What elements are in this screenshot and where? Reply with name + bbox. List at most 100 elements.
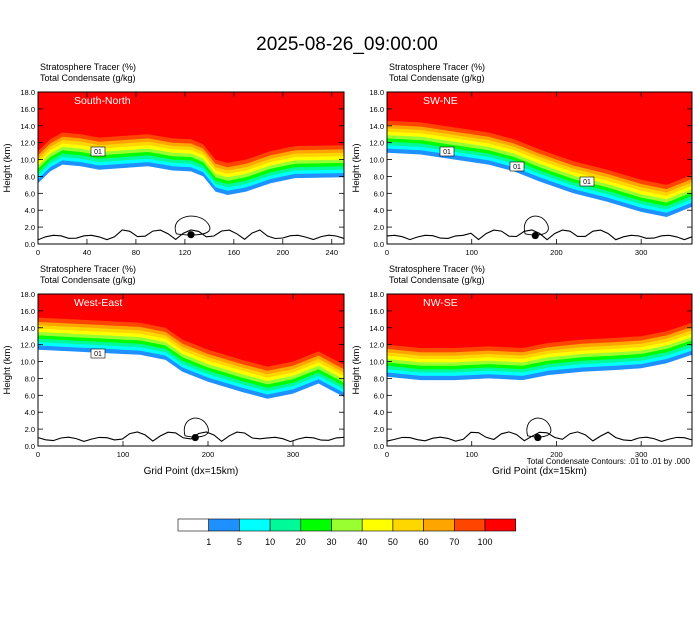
y-tick-label: 14.0 xyxy=(20,324,35,333)
x-tick-label: 240 xyxy=(326,248,339,257)
y-tick-label: 14.0 xyxy=(369,122,384,131)
x-tick-label: 300 xyxy=(287,450,300,459)
y-tick-label: 12.0 xyxy=(369,139,384,148)
contour-label: 01 xyxy=(94,149,102,156)
colorbar-swatch xyxy=(361,518,394,532)
cross-section-panel: West-East Stratosphere Tracer (%)Total Co… xyxy=(2,264,345,477)
y-tick-label: 18.0 xyxy=(369,290,384,299)
location-marker xyxy=(531,231,539,240)
colorbar-label: 60 xyxy=(419,537,429,547)
y-tick-label: 14.0 xyxy=(369,324,384,333)
x-tick-label: 100 xyxy=(117,450,130,459)
y-tick-label: 12.0 xyxy=(369,341,384,350)
x-tick-label: 80 xyxy=(132,248,140,257)
colorbar-swatch xyxy=(208,518,240,532)
panel-header-line: Stratosphere Tracer (%) xyxy=(40,62,136,72)
y-tick-label: 16.0 xyxy=(369,105,384,114)
y-tick-label: 16.0 xyxy=(369,307,384,316)
y-tick-label: 8.0 xyxy=(374,374,384,383)
y-tick-label: 4.0 xyxy=(374,206,384,215)
y-tick-label: 18.0 xyxy=(369,88,384,97)
y-tick-label: 18.0 xyxy=(20,290,35,299)
contour-label: 01 xyxy=(583,179,591,186)
x-axis-label: Grid Point (dx=15km) xyxy=(144,466,239,477)
colorbar-label: 30 xyxy=(326,537,336,547)
tracer-field xyxy=(387,92,692,244)
y-tick-label: 10.0 xyxy=(369,358,384,367)
stratosphere-tracer-high xyxy=(387,294,692,348)
y-tick-label: 18.0 xyxy=(20,88,35,97)
colorbar-label: 5 xyxy=(237,537,242,547)
x-tick-label: 0 xyxy=(36,450,40,459)
panel-label: West-East xyxy=(74,297,122,309)
y-tick-label: 4.0 xyxy=(25,408,35,417)
colorbar-label: 100 xyxy=(477,537,492,547)
y-axis-label: Height (km) xyxy=(2,143,13,192)
x-tick-label: 200 xyxy=(550,450,563,459)
colorbar-label: 50 xyxy=(388,537,398,547)
y-tick-label: 0.0 xyxy=(25,240,35,249)
y-axis-label: Height (km) xyxy=(351,345,362,394)
terrain-contour xyxy=(387,431,692,442)
y-tick-label: 2.0 xyxy=(25,425,35,434)
y-tick-label: 2.0 xyxy=(374,425,384,434)
y-tick-label: 4.0 xyxy=(25,206,35,215)
colorbar-swatch xyxy=(300,518,332,532)
x-axis-label: Grid Point (dx=15km) xyxy=(492,466,587,477)
y-tick-label: 2.0 xyxy=(374,223,384,232)
y-tick-label: 6.0 xyxy=(25,189,35,198)
contour-label: 01 xyxy=(513,164,521,171)
colorbar-label: 20 xyxy=(296,537,306,547)
x-tick-label: 0 xyxy=(385,450,389,459)
y-tick-label: 8.0 xyxy=(25,172,35,181)
location-marker xyxy=(187,231,195,239)
tracer-field xyxy=(38,294,344,446)
contour-label-box xyxy=(90,348,106,359)
tracer-field xyxy=(387,294,692,446)
colorbar-swatch xyxy=(331,518,363,532)
plot-frame xyxy=(386,293,693,447)
panel-header-line: Stratosphere Tracer (%) xyxy=(389,264,485,274)
colorbar: 1 5 10 20 30 40 50 60 70 100 xyxy=(177,518,517,547)
y-tick-label: 0.0 xyxy=(374,442,384,451)
x-tick-label: 200 xyxy=(202,450,215,459)
x-tick-label: 40 xyxy=(83,248,91,257)
colorbar-swatch xyxy=(239,518,271,532)
x-tick-label: 200 xyxy=(550,248,563,257)
x-tick-label: 120 xyxy=(179,248,192,257)
y-tick-label: 16.0 xyxy=(20,105,35,114)
plot-frame xyxy=(37,91,345,245)
x-tick-label: 300 xyxy=(635,248,648,257)
location-marker xyxy=(191,433,199,442)
contour-label: 01 xyxy=(94,351,102,358)
y-tick-label: 10.0 xyxy=(20,358,35,367)
y-tick-label: 6.0 xyxy=(374,189,384,198)
y-tick-label: 10.0 xyxy=(369,156,384,165)
y-tick-label: 6.0 xyxy=(374,391,384,400)
plot-frame xyxy=(386,91,693,245)
x-tick-label: 0 xyxy=(36,248,40,257)
panel-label: SW-NE xyxy=(423,95,458,107)
panel-header-line: Stratosphere Tracer (%) xyxy=(40,264,136,274)
plot-frame xyxy=(37,293,345,447)
panel-header-line: Total Condensate (g/kg) xyxy=(40,73,136,83)
x-tick-label: 160 xyxy=(228,248,241,257)
colorbar-label: 40 xyxy=(357,537,367,547)
contour-label-box xyxy=(509,161,525,172)
stratosphere-tracer-high xyxy=(38,294,344,367)
panel-header-line: Total Condensate (g/kg) xyxy=(40,275,136,285)
x-tick-label: 300 xyxy=(635,450,648,459)
panel-label: South-North xyxy=(74,95,131,107)
terrain-contour xyxy=(38,229,344,241)
figure-title: 2025-08-26_09:00:00 xyxy=(256,34,438,55)
colorbar-label: 70 xyxy=(449,537,459,547)
colorbar-swatch xyxy=(484,518,517,532)
contour-label: 01 xyxy=(443,149,451,156)
colorbar-swatch xyxy=(392,518,424,532)
colorbar-swatch xyxy=(423,518,455,532)
x-tick-label: 200 xyxy=(277,248,290,257)
colorbar-label: 10 xyxy=(265,537,275,547)
